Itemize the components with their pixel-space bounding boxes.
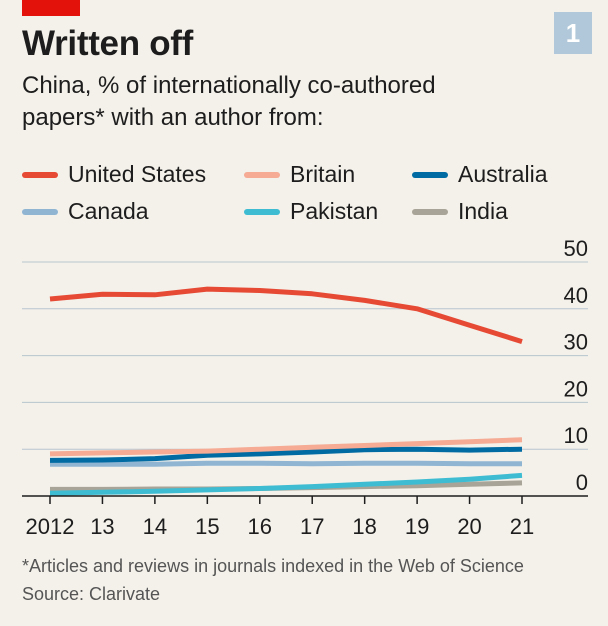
x-tick-label: 13 (90, 514, 114, 539)
legend-label: Britain (290, 161, 356, 187)
x-tick-label: 17 (300, 514, 324, 539)
source-text: Source: Clarivate (22, 584, 161, 604)
legend-item: Pakistan (244, 198, 378, 225)
brand-red-tag (22, 0, 80, 16)
subtitle-line-2: papers* with an author from: (22, 104, 324, 131)
y-tick-label: 10 (564, 423, 588, 448)
legend-swatch (412, 171, 448, 178)
chart-footnote: *Articles and reviews in journals indexe… (22, 552, 524, 608)
legend-item: United States (22, 161, 206, 188)
subtitle-line-1: China, % of internationally co-authored (22, 72, 436, 99)
legend-label: Canada (68, 198, 149, 224)
x-tick-label: 21 (510, 514, 534, 539)
series-line-canada (50, 460, 522, 467)
chart-subtitle: China, % of internationally co-authored … (22, 70, 582, 134)
legend-swatch (244, 208, 280, 215)
legend-item: Britain (244, 161, 355, 188)
chart-title: Written off (22, 24, 194, 63)
x-tick-label: 14 (143, 514, 167, 539)
legend-label: Pakistan (290, 198, 379, 224)
x-tick-label: 15 (195, 514, 219, 539)
chart-number-badge: 1 (554, 12, 592, 54)
x-tick-label: 16 (248, 514, 272, 539)
legend-item: Canada (22, 198, 149, 225)
legend-swatch (22, 208, 58, 215)
footnote-text: *Articles and reviews in journals indexe… (22, 556, 524, 576)
legend-swatch (412, 208, 448, 215)
series-line-pakistan (49, 472, 523, 496)
y-tick-label: 20 (564, 376, 588, 401)
x-tick-label: 2012 (26, 514, 75, 539)
y-tick-label: 50 (564, 236, 588, 261)
y-tick-label: 30 (564, 330, 588, 355)
legend-swatch (244, 171, 280, 178)
legend-item: India (412, 198, 508, 225)
x-tick-label: 19 (405, 514, 429, 539)
x-tick-label: 18 (352, 514, 376, 539)
series-line-united-states (49, 286, 523, 344)
legend-swatch (22, 171, 58, 178)
legend-label: United States (68, 161, 207, 187)
x-tick-label: 20 (457, 514, 481, 539)
series-line-britain (49, 437, 523, 457)
y-tick-label: 0 (576, 470, 588, 495)
y-tick-label: 40 (564, 283, 588, 308)
series-line-australia (49, 446, 523, 463)
legend-item: Australia (412, 161, 547, 188)
legend-label: Australia (458, 161, 548, 187)
legend-label: India (458, 198, 508, 224)
